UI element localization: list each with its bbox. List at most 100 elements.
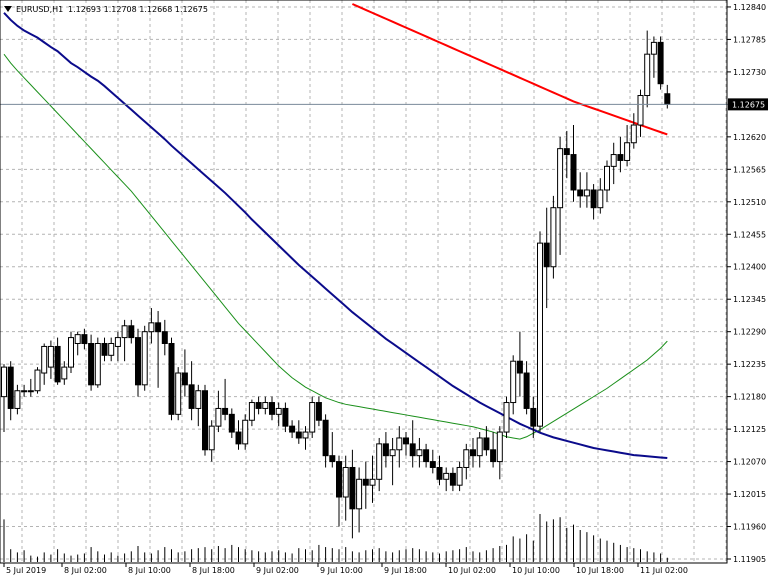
candle-body-bear (436, 466, 443, 480)
candle (108, 337, 115, 362)
candle (604, 160, 610, 202)
candle (577, 172, 584, 208)
candle-body-bear (516, 360, 523, 374)
candle-body-bull (396, 437, 403, 451)
candle-body-bear (577, 189, 584, 197)
candle (181, 349, 188, 397)
time-tick-label: 5 Jul 2019 (6, 566, 46, 575)
candle-body-bull (557, 148, 564, 209)
price-tick-label: 1.11905 (733, 555, 766, 564)
candle-body-bear (664, 93, 671, 105)
candle (449, 467, 456, 492)
candle (54, 337, 61, 385)
candle (624, 125, 631, 167)
candle (101, 337, 108, 362)
candle-body-bear (161, 331, 168, 344)
candle-body-bear (289, 425, 296, 433)
price-tick-label: 1.12565 (733, 165, 766, 174)
candle-body-bull (389, 449, 396, 457)
candle (650, 36, 657, 78)
collapse-triangle-icon[interactable] (4, 6, 12, 12)
candle (88, 334, 95, 391)
candle-body-bull (61, 366, 68, 380)
candle (68, 331, 74, 374)
candle (228, 408, 235, 438)
candle-body-bear (423, 449, 430, 463)
candle (289, 420, 296, 438)
candle-body-bull (550, 207, 557, 268)
candle (396, 426, 403, 468)
candle (436, 455, 443, 486)
price-tick-label: 1.12510 (733, 198, 766, 207)
candle-body-bull (309, 402, 316, 433)
candle-body-bull (650, 41, 657, 55)
symbol-label: EURUSD,H1 (16, 5, 63, 14)
candle (356, 467, 363, 533)
candle-body-bull (604, 165, 610, 191)
candle-body-bull (121, 325, 128, 339)
candle (563, 130, 570, 179)
candles (1, 30, 671, 539)
candle-body-bull (14, 390, 21, 409)
price-tick-label: 1.12015 (733, 490, 766, 499)
candle-body-bear (128, 325, 135, 339)
candle (275, 402, 282, 427)
candle (470, 437, 476, 468)
candle-body-bull (476, 437, 483, 457)
candle-body-bull (248, 402, 255, 421)
candle-body-bull (175, 372, 182, 415)
candle (543, 207, 550, 309)
candle-body-bull (21, 390, 28, 393)
candle (490, 432, 497, 468)
candle-body-bear (530, 407, 537, 427)
candle-body-bull (376, 443, 383, 480)
candle-body-bull (34, 369, 41, 392)
candle (315, 396, 322, 427)
candle (429, 449, 436, 474)
candle (583, 172, 590, 208)
candle (510, 355, 517, 415)
candle (208, 420, 215, 462)
candle (7, 361, 14, 421)
candle (523, 361, 530, 415)
candle-body-bear (315, 402, 322, 421)
candle (530, 396, 537, 438)
candle-body-bull (637, 95, 644, 126)
candle (121, 319, 128, 362)
chart-header: EURUSD,H1 1.12693 1.12708 1.12668 1.1267… (4, 5, 208, 14)
candle (476, 432, 483, 468)
candle-body-bull (456, 466, 463, 486)
candle-body-bear (336, 461, 342, 498)
candle-body-bear (429, 461, 436, 468)
current-price-tag (728, 98, 768, 111)
candle (135, 328, 141, 397)
candle-body-bear (101, 342, 108, 356)
candle (195, 384, 202, 427)
candle-body-bear (409, 443, 416, 457)
candle (141, 325, 148, 391)
candle (61, 361, 68, 385)
price-axis: 1.12840 1.12785 1.12730 1.12620 1.12565 1.125… (727, 3, 768, 564)
candle-body-bull (644, 53, 651, 97)
candle (382, 432, 389, 468)
candle (242, 414, 249, 450)
candle-body-bull (47, 345, 54, 368)
candle (1, 364, 7, 433)
candle (215, 390, 222, 433)
candle (496, 426, 503, 480)
candle (302, 426, 309, 450)
candle (34, 367, 41, 394)
candle (550, 195, 557, 279)
candle (27, 378, 34, 397)
candle-body-bear (269, 402, 275, 415)
candle (336, 455, 342, 527)
candle-body-bear (403, 437, 409, 445)
candle (148, 308, 155, 344)
time-tick-label: 10 Jul 10:00 (512, 566, 560, 575)
price-tick-label: 1.12620 (733, 133, 766, 142)
candle-body-bull (624, 142, 631, 161)
time-tick-label: 8 Jul 10:00 (128, 566, 171, 575)
candle-body-bear (135, 337, 141, 386)
